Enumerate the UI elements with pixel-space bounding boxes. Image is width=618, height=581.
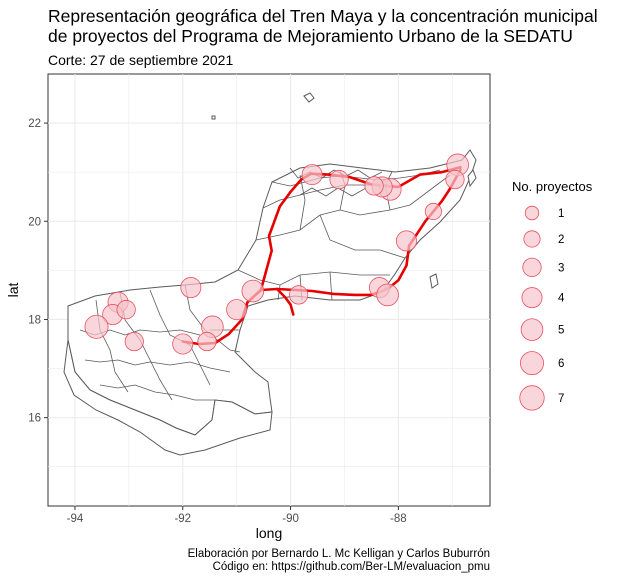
- route-branch-line: [259, 172, 400, 292]
- legend-key-bubble: [524, 205, 540, 221]
- legend-label: 2: [558, 234, 564, 246]
- project-bubble: [424, 202, 442, 221]
- project-bubble: [116, 300, 136, 320]
- route-spur-line: [275, 287, 295, 316]
- legend-key-bubble: [520, 351, 544, 376]
- legend-label: 5: [558, 325, 564, 337]
- y-tick-label: 20: [28, 216, 41, 228]
- project-bubble: [172, 333, 194, 355]
- map-subtitle: Corte: 27 de septiembre 2021: [48, 52, 234, 68]
- project-bubble: [289, 285, 309, 305]
- x-tick-label: -94: [67, 513, 84, 525]
- legend-key-bubble: [521, 287, 543, 309]
- x-tick-label: -92: [174, 513, 191, 525]
- project-bubble: [301, 164, 323, 186]
- axes: -94 -92 -90 -88 16 18 20 22: [28, 118, 406, 525]
- legend-key-bubble: [519, 385, 545, 411]
- legend-key-bubble: [522, 257, 542, 277]
- x-axis-title: long: [256, 525, 282, 541]
- map-title: Representación geográfica del Tren Maya …: [48, 6, 598, 46]
- y-tick-label: 16: [28, 413, 41, 425]
- boundary-line: [329, 271, 333, 301]
- chiapas-south-outline: [63, 339, 273, 456]
- boundary-line: [299, 187, 367, 197]
- tren-maya-route: [181, 166, 462, 346]
- legend-key-bubble: [520, 318, 544, 341]
- project-bubble: [364, 176, 384, 196]
- map-title-line-2: de proyectos del Programa de Mejoramient…: [48, 26, 573, 46]
- y-tick-label: 22: [28, 118, 41, 130]
- map-title-line-1: Representación geográfica del Tren Maya …: [48, 6, 598, 26]
- legend: No. proyectos 1 2 3 4 5 6 7: [512, 179, 593, 411]
- cozumel-island: [467, 169, 477, 188]
- boundary-line: [84, 359, 231, 373]
- boundary-line: [409, 174, 451, 206]
- project-bubble: [445, 169, 465, 190]
- caption-authors: Elaboración por Bernardo L. Mc Kelligan …: [187, 548, 490, 560]
- legend-label: 6: [558, 358, 564, 370]
- island-holbox: [429, 273, 439, 289]
- legend-label: 7: [558, 393, 564, 405]
- project-bubbles: [84, 153, 469, 355]
- project-bubble: [124, 331, 144, 352]
- legend-label: 3: [558, 262, 564, 274]
- island-small: [211, 115, 216, 120]
- project-bubble: [84, 314, 109, 339]
- project-bubble: [395, 230, 417, 252]
- boundary-line: [99, 384, 215, 401]
- legend-label: 4: [558, 293, 565, 305]
- project-bubble: [329, 169, 349, 190]
- y-axis-title: lat: [5, 283, 21, 298]
- legend-label: 1: [558, 208, 564, 220]
- boundary-line: [319, 214, 406, 259]
- route-main-line: [181, 168, 462, 346]
- alacranes-reef: [303, 92, 315, 103]
- boundary-line: [255, 204, 411, 241]
- y-tick-label: 18: [28, 314, 41, 326]
- caption-source: Código en: https://github.com/Ber-LM/eva…: [212, 561, 490, 573]
- caption: Elaboración por Bernardo L. Mc Kelligan …: [188, 548, 490, 574]
- x-tick-label: -88: [390, 513, 407, 525]
- x-tick-label: -90: [282, 513, 299, 525]
- project-bubble: [241, 279, 265, 303]
- legend-key-bubble: [523, 230, 541, 248]
- project-bubble: [226, 299, 248, 321]
- project-bubble: [197, 331, 217, 352]
- project-bubble: [180, 277, 202, 299]
- boundary-line: [299, 174, 306, 231]
- project-bubble: [376, 283, 399, 307]
- legend-title: No. proyectos: [512, 179, 593, 194]
